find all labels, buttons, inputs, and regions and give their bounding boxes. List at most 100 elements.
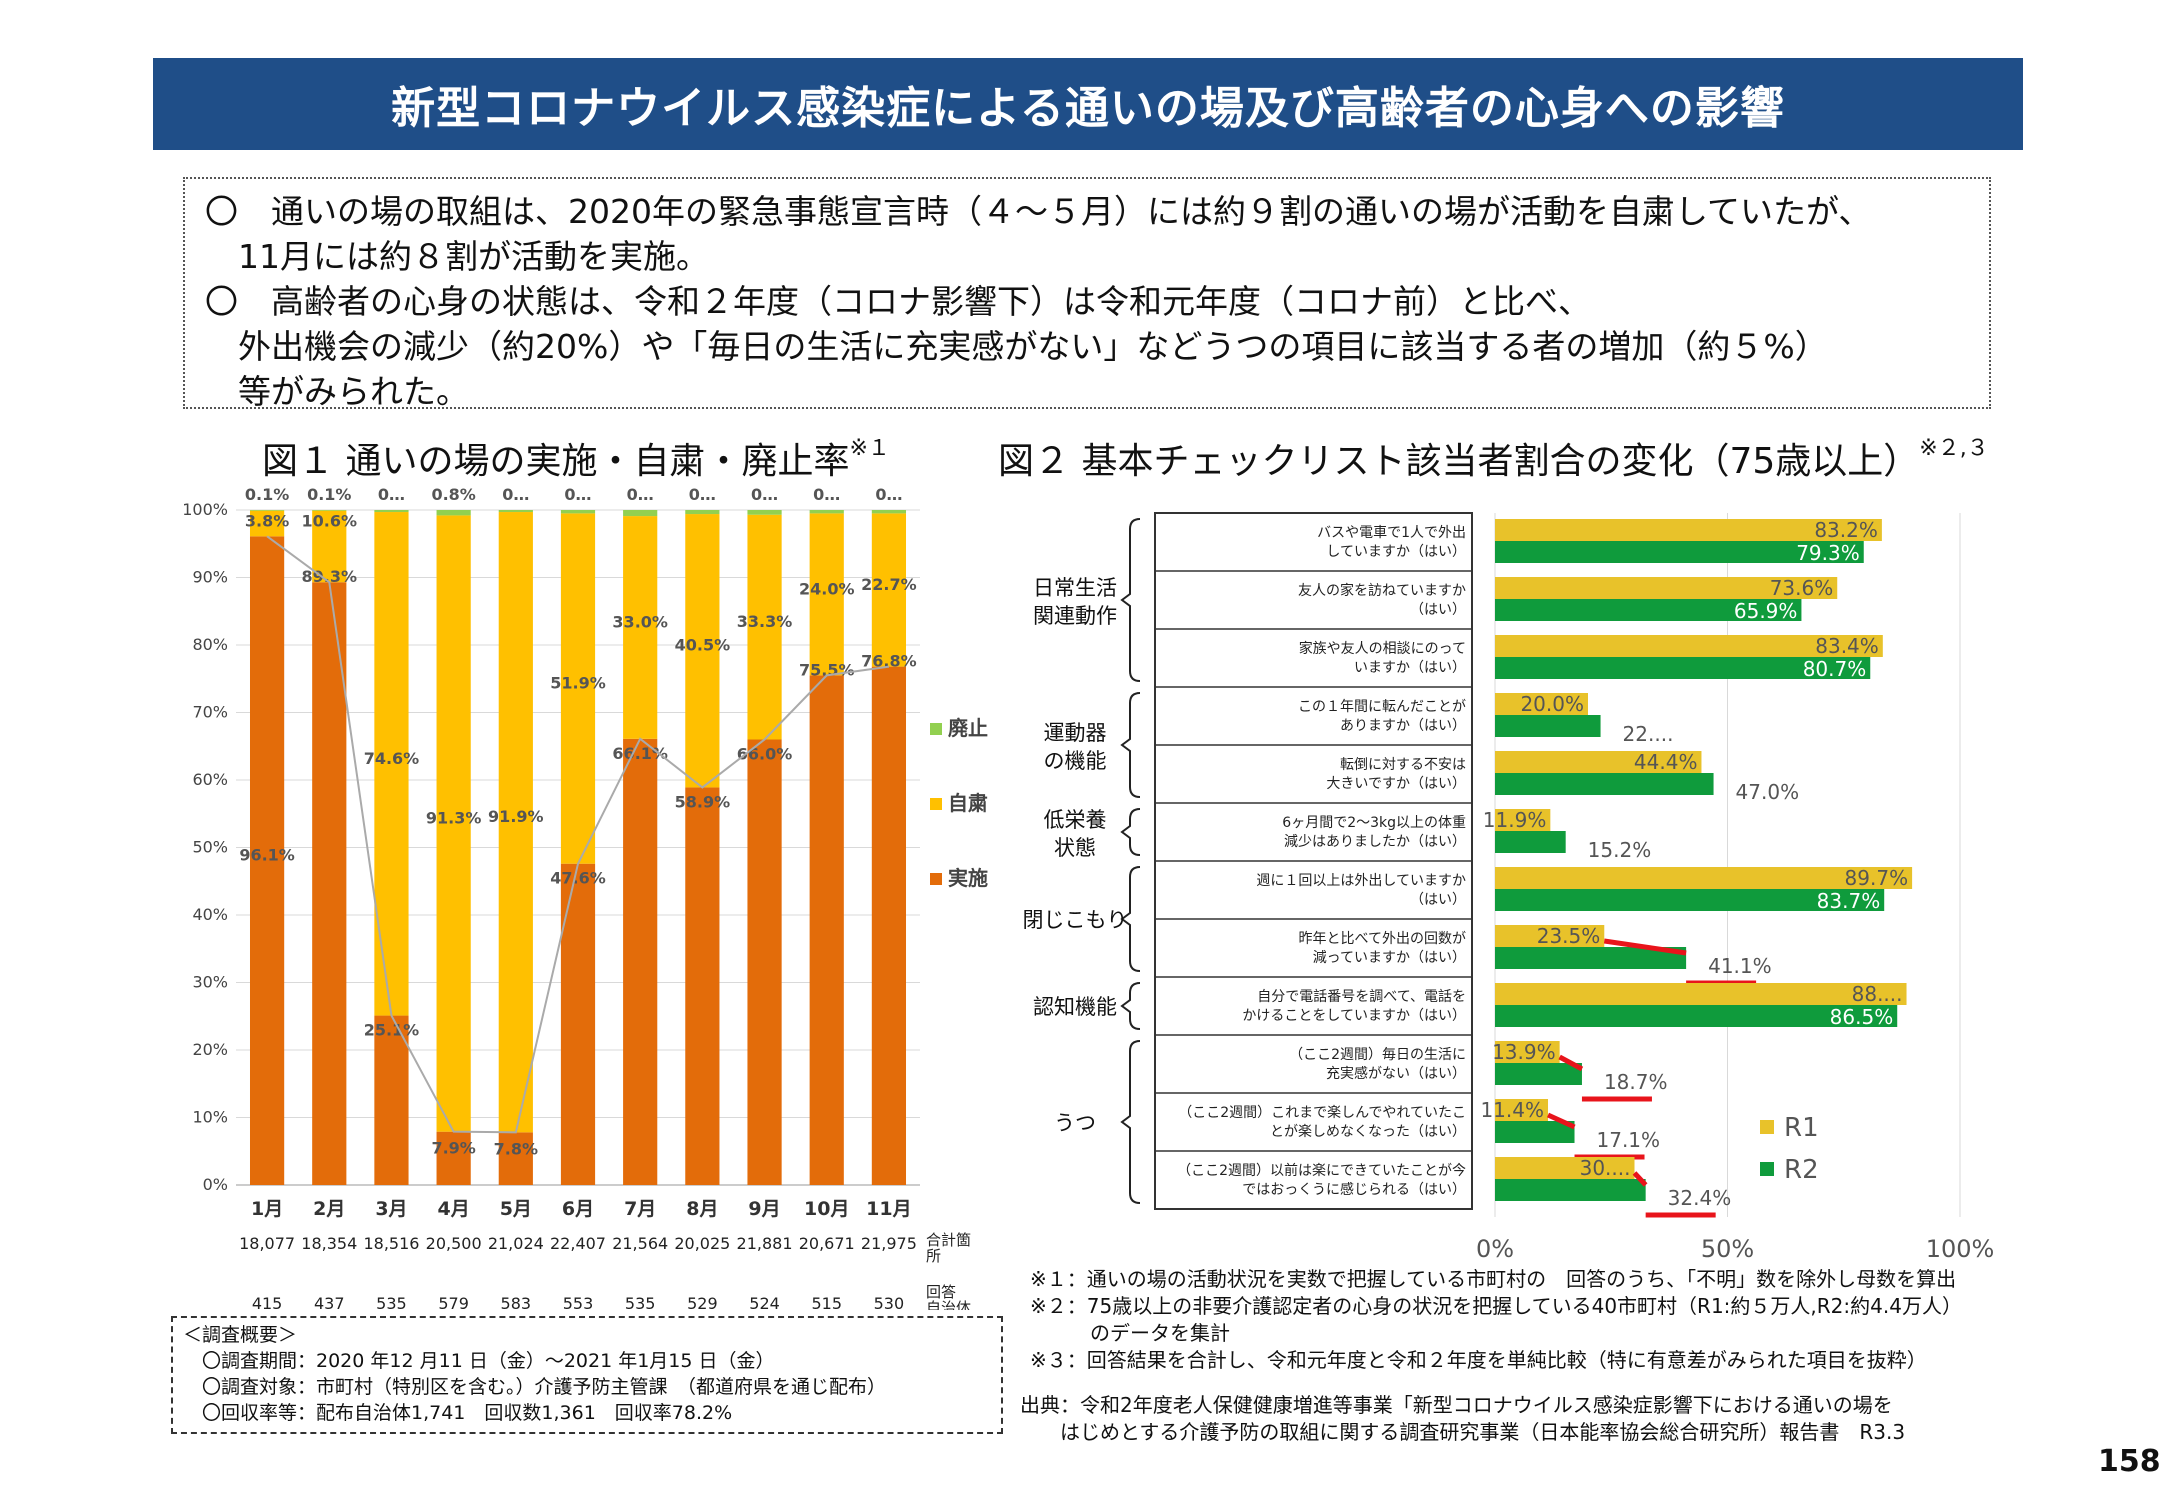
bar-jisshi	[249, 536, 285, 1185]
summary-line: 11月には約８割が活動を実施。	[205, 237, 709, 276]
bar-haishi	[374, 510, 409, 513]
bar-jisshi	[623, 738, 658, 1185]
respondent-count: 535	[376, 1294, 407, 1310]
data-label-jisshi: 58.9%	[675, 792, 731, 811]
summary-box: 〇 通いの場の取組は、2020年の緊急事態宣言時（４～５月）には約９割の通いの場…	[183, 177, 1991, 411]
total-count: 20,671	[799, 1234, 855, 1253]
increase-marker	[1558, 1054, 1584, 1072]
row-label-respondents: 回答自治体数	[926, 1283, 971, 1310]
bar-jishuku	[685, 514, 720, 788]
bar-r2	[1495, 1121, 1575, 1143]
row-label: 転倒に対する不安は大きいですか（はい）	[1326, 757, 1466, 792]
bar-jisshi	[436, 1131, 471, 1185]
y-tick-label: 70%	[192, 703, 228, 722]
x-tick-label: 8月	[686, 1198, 718, 1220]
respondent-count: 524	[749, 1294, 780, 1310]
data-label-r1: 13.9%	[1492, 1040, 1556, 1064]
data-label-r1: 23.5%	[1537, 924, 1601, 948]
bar-jisshi	[871, 666, 907, 1185]
y-tick-label: 0%	[203, 1175, 228, 1194]
survey-line: ＜調査概要＞	[183, 1324, 298, 1346]
legend-swatch	[930, 798, 942, 810]
total-count: 18,077	[239, 1234, 295, 1253]
data-label-haishi: 0…	[627, 485, 654, 504]
data-label-r2: 47.0%	[1736, 780, 1800, 804]
increase-marker	[1603, 938, 1687, 956]
respondent-count: 553	[563, 1294, 594, 1310]
data-label-haishi: 0.8%	[431, 485, 475, 504]
row-label: 週に１回以上は外出していますか（はい）	[1256, 873, 1466, 908]
bar-haishi	[498, 510, 533, 513]
data-label-jishuku: 91.3%	[426, 809, 482, 828]
data-label-haishi: 0…	[689, 485, 716, 504]
x-tick-label: 6月	[562, 1198, 594, 1220]
respondent-count: 535	[625, 1294, 656, 1310]
data-label-r1: 73.6%	[1770, 576, 1834, 600]
x-tick-label: 9月	[748, 1198, 780, 1220]
group-label: 低栄養状態	[1044, 808, 1107, 860]
summary-line: 〇 高齢者の心身の状態は、令和２年度（コロナ影響下）は令和元年度（コロナ前）と比…	[205, 282, 1591, 321]
fig2-horizontal-bar-chart: 0% 50% 100% バスや電車で1人で外出していますか（はい） 83.2%79.3%…	[1023, 512, 1994, 1260]
fig1-title-note: ※１	[849, 436, 890, 461]
bar-r2	[1495, 831, 1566, 853]
bar-r2	[1495, 1179, 1646, 1201]
data-label-r2: 18.7%	[1604, 1070, 1668, 1094]
x-tick-label: 4月	[438, 1198, 470, 1220]
y-tick-label: 30%	[192, 973, 228, 992]
summary-line: 外出機会の減少（約20%）や「毎日の生活に充実感がない」などうつの項目に該当する…	[205, 327, 1828, 366]
bar-haishi	[249, 510, 285, 511]
group-bracket	[1120, 518, 1141, 682]
bar-r2	[1495, 715, 1601, 737]
bar-jisshi	[374, 1015, 409, 1185]
legend-swatch	[930, 873, 942, 885]
summary-line: 〇 通いの場の取組は、2020年の緊急事態宣言時（４～５月）には約９割の通いの場…	[205, 192, 1872, 231]
fig1-title: 図１ 通いの場の実施・自粛・廃止率※１	[262, 432, 890, 484]
bar-r2	[1495, 541, 1864, 563]
data-label-r2: 41.1%	[1708, 954, 1772, 978]
bar-r2	[1495, 599, 1802, 621]
data-label-haishi: 0…	[813, 485, 840, 504]
data-label-jisshi: 76.8%	[861, 652, 917, 671]
data-label-r2: 86.5%	[1830, 1005, 1894, 1029]
footnotes: ※１：通いの場の活動状況を実数で把握している市町村の 回答のうち、「不明」数を除…	[1030, 1266, 1962, 1374]
fig1-title-text: 図１ 通いの場の実施・自粛・廃止率	[262, 441, 850, 482]
legend-swatch	[930, 723, 942, 735]
data-label-jisshi: 47.6%	[550, 869, 606, 888]
legend-label: R2	[1784, 1155, 1819, 1185]
bar-jishuku	[436, 515, 471, 1132]
bar-jishuku	[560, 513, 596, 864]
fig2-title-text: 図２ 基本チェックリスト該当者割合の変化（75歳以上）	[998, 441, 1920, 482]
survey-line: 〇調査対象：市町村（特別区を含む。）介護予防主管課 （都道府県を通じ配布）	[183, 1376, 887, 1398]
bar-r2	[1495, 1063, 1582, 1085]
group-label: 運動器の機能	[1044, 721, 1107, 773]
row-label: （ここ2週間）これまで楽しんでやれていたことが楽しめなくなった（はい）	[1178, 1105, 1466, 1140]
bar-r2	[1495, 889, 1885, 911]
data-label-r2: 32.4%	[1668, 1186, 1732, 1210]
data-label-r1: 83.4%	[1815, 634, 1879, 658]
bar-r1	[1495, 635, 1883, 657]
legend-swatch	[1760, 1120, 1774, 1134]
page-title: 新型コロナウイルス感染症による通いの場及び高齢者の心身への影響	[153, 58, 2023, 150]
row-label: 昨年と比べて外出の回数が減っていますか（はい）	[1299, 931, 1466, 966]
data-label-r1: 11.9%	[1483, 808, 1547, 832]
respondent-count: 515	[811, 1294, 842, 1310]
legend-label: 自粛	[948, 791, 988, 815]
row-label: 家族や友人の相談にのっていますか（はい）	[1299, 640, 1466, 676]
x-tick-label: 2月	[313, 1198, 345, 1220]
data-label-r2: 83.7%	[1817, 889, 1881, 913]
x-tick-label: 10月	[804, 1198, 849, 1220]
fig2-title: 図２ 基本チェックリスト該当者割合の変化（75歳以上）※２,３	[998, 432, 1989, 484]
bar-r2	[1495, 773, 1714, 795]
data-label-haishi: 0…	[502, 485, 529, 504]
data-label-r1: 44.4%	[1634, 750, 1698, 774]
bar-jisshi	[312, 582, 347, 1185]
row-label: （ここ2週間）毎日の生活に充実感がない（はい）	[1289, 1047, 1466, 1082]
x-tick-label: 3月	[375, 1198, 407, 1220]
respondent-count: 529	[687, 1294, 718, 1310]
total-count: 21,881	[737, 1234, 793, 1253]
bar-r1	[1495, 1041, 1560, 1063]
group-label: うつ	[1054, 1111, 1096, 1135]
bar-r1	[1495, 751, 1702, 773]
data-label-r2: 15.2%	[1588, 838, 1652, 862]
data-label-haishi: 0.1%	[245, 485, 289, 504]
